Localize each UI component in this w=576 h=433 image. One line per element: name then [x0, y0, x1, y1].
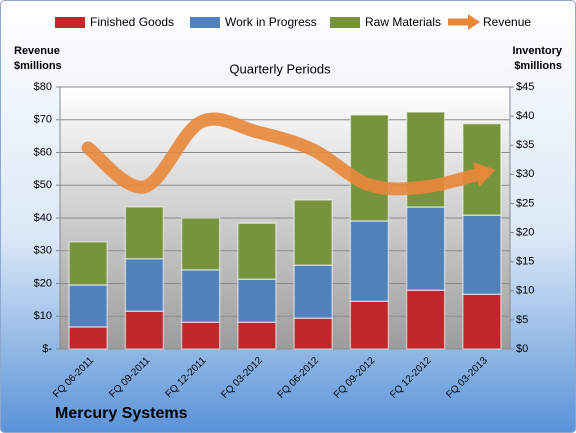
bar — [293, 264, 333, 319]
y2-tick-label: $35 — [516, 139, 534, 151]
bar — [124, 310, 165, 350]
y-axis-label: Revenue — [14, 45, 60, 57]
bar — [68, 284, 108, 328]
y-axis-label: $millions — [14, 60, 62, 72]
y-tick-label: $20 — [34, 277, 52, 289]
bar — [124, 206, 165, 260]
bar — [68, 241, 108, 286]
y2-tick-label: $15 — [516, 256, 534, 268]
y2-axis-label: $millions — [514, 60, 562, 72]
y-tick-label: $10 — [34, 310, 52, 322]
legend-label: Revenue — [483, 15, 531, 29]
bar — [68, 326, 108, 350]
y-tick-label: $30 — [34, 245, 52, 257]
bar — [180, 321, 221, 350]
bar — [237, 321, 277, 350]
legend-swatch — [330, 17, 360, 28]
bar — [293, 317, 333, 350]
bar — [405, 206, 446, 291]
y2-tick-label: $40 — [516, 110, 534, 122]
y2-tick-label: $25 — [516, 197, 534, 209]
y-tick-label: $- — [42, 343, 52, 355]
y-tick-label: $80 — [34, 81, 52, 93]
y2-tick-label: $20 — [516, 226, 534, 238]
bar — [237, 222, 277, 280]
y2-axis-label: Inventory — [512, 45, 562, 57]
chart-title: Quarterly Periods — [229, 61, 331, 76]
y2-tick-label: $10 — [516, 285, 534, 297]
bar — [237, 278, 277, 323]
y-tick-label: $70 — [34, 114, 52, 126]
y2-tick-label: $0 — [516, 343, 528, 355]
y2-tick-label: $45 — [516, 81, 534, 93]
bar — [462, 214, 502, 296]
bar — [349, 114, 390, 222]
y-tick-label: $50 — [34, 179, 52, 191]
bar — [462, 293, 502, 350]
y-tick-label: $60 — [34, 146, 52, 158]
legend-label: Finished Goods — [90, 15, 174, 29]
legend-swatch — [190, 17, 220, 28]
bar — [180, 269, 221, 323]
legend-label: Raw Materials — [365, 15, 441, 29]
bar — [180, 217, 221, 271]
y-tick-label: $40 — [34, 212, 52, 224]
revenue-line — [81, 112, 489, 196]
legend-label: Work in Progress — [225, 15, 317, 29]
arrow-head — [472, 161, 496, 188]
bar — [405, 289, 446, 350]
legend-swatch — [55, 17, 85, 28]
footer: Mercury Systems — [55, 405, 188, 422]
bar — [124, 258, 165, 312]
bar — [349, 220, 390, 303]
y2-tick-label: $30 — [516, 168, 534, 180]
bar — [293, 199, 333, 266]
bar — [349, 300, 390, 350]
y2-tick-label: $5 — [516, 314, 528, 326]
legend-swatch — [468, 14, 480, 30]
